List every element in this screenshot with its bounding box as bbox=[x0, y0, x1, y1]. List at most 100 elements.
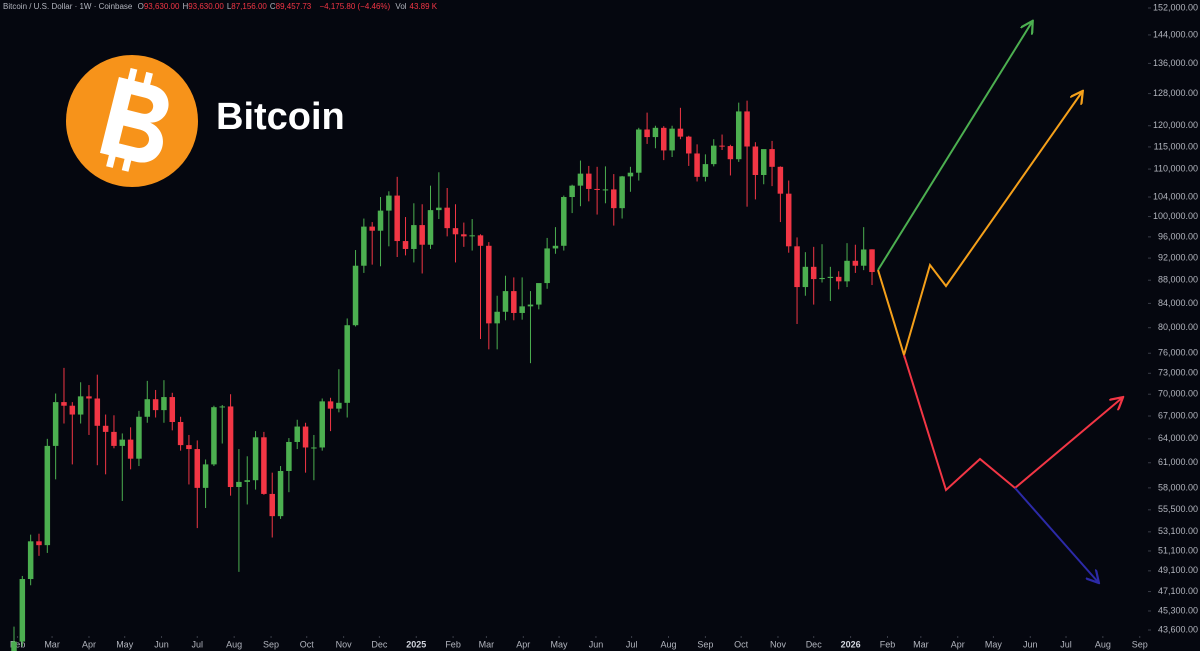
x-tick-label: Jul bbox=[1060, 639, 1072, 649]
y-tick-label: 73,000.00 bbox=[1158, 368, 1198, 378]
candle-body bbox=[269, 493, 275, 517]
candle-body bbox=[544, 248, 550, 284]
candle-body bbox=[636, 129, 642, 173]
candle-body bbox=[327, 401, 334, 409]
ohlc-fields: O93,630.00 H93,630.00 L87,156.00 C89,457.73 bbox=[138, 2, 315, 11]
y-tick-label: 96,000.00 bbox=[1158, 231, 1198, 241]
field-value: 89,457.73 bbox=[275, 2, 312, 11]
header: Bitcoin / U.S. Dollar · 1W · Coinbase O9… bbox=[3, 2, 440, 11]
x-tick-label: Apr bbox=[516, 639, 530, 649]
candle-body bbox=[511, 291, 517, 313]
candle-body bbox=[469, 235, 475, 237]
y-tick-label: 92,000.00 bbox=[1158, 252, 1198, 262]
candle-body bbox=[661, 127, 667, 151]
candle-body bbox=[344, 325, 350, 403]
candle-body bbox=[394, 195, 400, 242]
volume: 43.89 K bbox=[409, 2, 438, 11]
candle-body bbox=[602, 189, 609, 191]
x-tick-label: Jul bbox=[626, 639, 638, 649]
candle-body bbox=[744, 111, 750, 147]
x-tick-label: Mar bbox=[44, 639, 60, 649]
y-tick-label: 110,000.00 bbox=[1154, 163, 1198, 173]
y-tick-label: 43,600.00 bbox=[1158, 624, 1198, 634]
y-tick-label: 100,000.00 bbox=[1153, 211, 1198, 221]
x-tick-label: Oct bbox=[734, 639, 749, 649]
candle-body bbox=[169, 397, 176, 423]
projection-navy bbox=[1014, 487, 1098, 582]
x-tick-label: Aug bbox=[226, 639, 242, 649]
candle-body bbox=[802, 266, 809, 288]
field-label: H bbox=[182, 2, 189, 11]
x-tick-label: Sep bbox=[1132, 639, 1148, 649]
candle-body bbox=[569, 185, 575, 198]
candle-body bbox=[419, 225, 425, 245]
candle-body bbox=[369, 226, 375, 231]
candle-body bbox=[227, 406, 234, 488]
candle-body bbox=[486, 245, 492, 324]
candle-body bbox=[11, 641, 17, 651]
volume-label: Vol bbox=[395, 2, 407, 11]
candle-body bbox=[77, 396, 84, 415]
candle-body bbox=[61, 402, 67, 406]
x-tick-label: May bbox=[551, 639, 569, 649]
logo-symbol bbox=[99, 68, 169, 172]
candle-body bbox=[19, 579, 26, 642]
candle-body bbox=[211, 407, 217, 465]
y-tick-label: 47,100.00 bbox=[1158, 586, 1198, 596]
candle-body bbox=[477, 235, 484, 246]
candle-body bbox=[94, 398, 101, 426]
y-tick-label: 80,000.00 bbox=[1158, 322, 1198, 332]
y-tick-label: 67,000.00 bbox=[1158, 410, 1198, 420]
field-value: 87,156.00 bbox=[231, 2, 267, 11]
candle-body bbox=[502, 291, 509, 312]
y-tick-label: 136,000.00 bbox=[1153, 58, 1198, 68]
x-tick-label: Mar bbox=[913, 639, 929, 649]
candle-body bbox=[161, 397, 167, 411]
candle-body bbox=[710, 145, 717, 165]
candle-body bbox=[677, 128, 684, 137]
candle-body bbox=[86, 396, 92, 399]
candle-body bbox=[577, 173, 584, 186]
candle-body bbox=[669, 128, 675, 151]
candle-body bbox=[735, 111, 742, 160]
x-tick-label: Aug bbox=[660, 639, 676, 649]
x-tick-label: Feb bbox=[880, 639, 896, 649]
y-tick-label: 115,000.00 bbox=[1154, 141, 1198, 151]
x-tick-label: Feb bbox=[10, 639, 26, 649]
y-tick-label: 120,000.00 bbox=[1153, 120, 1198, 130]
candle-body bbox=[436, 207, 442, 211]
field-label: C bbox=[269, 2, 276, 11]
projection-orange bbox=[877, 92, 1082, 359]
candle-body bbox=[819, 277, 825, 280]
candle-body bbox=[752, 146, 759, 176]
candle-body bbox=[536, 283, 542, 305]
candle-body bbox=[627, 172, 634, 177]
x-tick-label: Mar bbox=[479, 639, 495, 649]
candle-body bbox=[186, 445, 192, 450]
change: −4,175.80 (−4.46%) bbox=[319, 2, 391, 11]
x-tick-label: 2025 bbox=[406, 639, 426, 649]
candle-body bbox=[244, 480, 250, 482]
candle-body bbox=[377, 210, 384, 231]
candle-body bbox=[194, 449, 201, 488]
candle-body bbox=[302, 426, 309, 448]
y-tick-label: 53,100.00 bbox=[1158, 526, 1198, 536]
field-label: O bbox=[137, 2, 144, 11]
x-tick-label: Sep bbox=[263, 639, 279, 649]
candle-body bbox=[36, 541, 42, 546]
candle-body bbox=[336, 402, 342, 409]
candle-body bbox=[727, 146, 734, 160]
candle-body bbox=[760, 149, 767, 176]
candle-body bbox=[411, 225, 417, 249]
candle-body bbox=[652, 127, 659, 138]
x-tick-label: Oct bbox=[300, 639, 315, 649]
candle-body bbox=[119, 439, 126, 446]
logo bbox=[66, 55, 198, 187]
y-tick-label: 58,000.00 bbox=[1158, 482, 1198, 492]
candle-body bbox=[202, 464, 209, 488]
candle-body bbox=[686, 136, 692, 154]
candle-body bbox=[286, 441, 292, 471]
y-tick-label: 51,100.00 bbox=[1158, 545, 1198, 555]
x-tick-label: Apr bbox=[951, 639, 965, 649]
